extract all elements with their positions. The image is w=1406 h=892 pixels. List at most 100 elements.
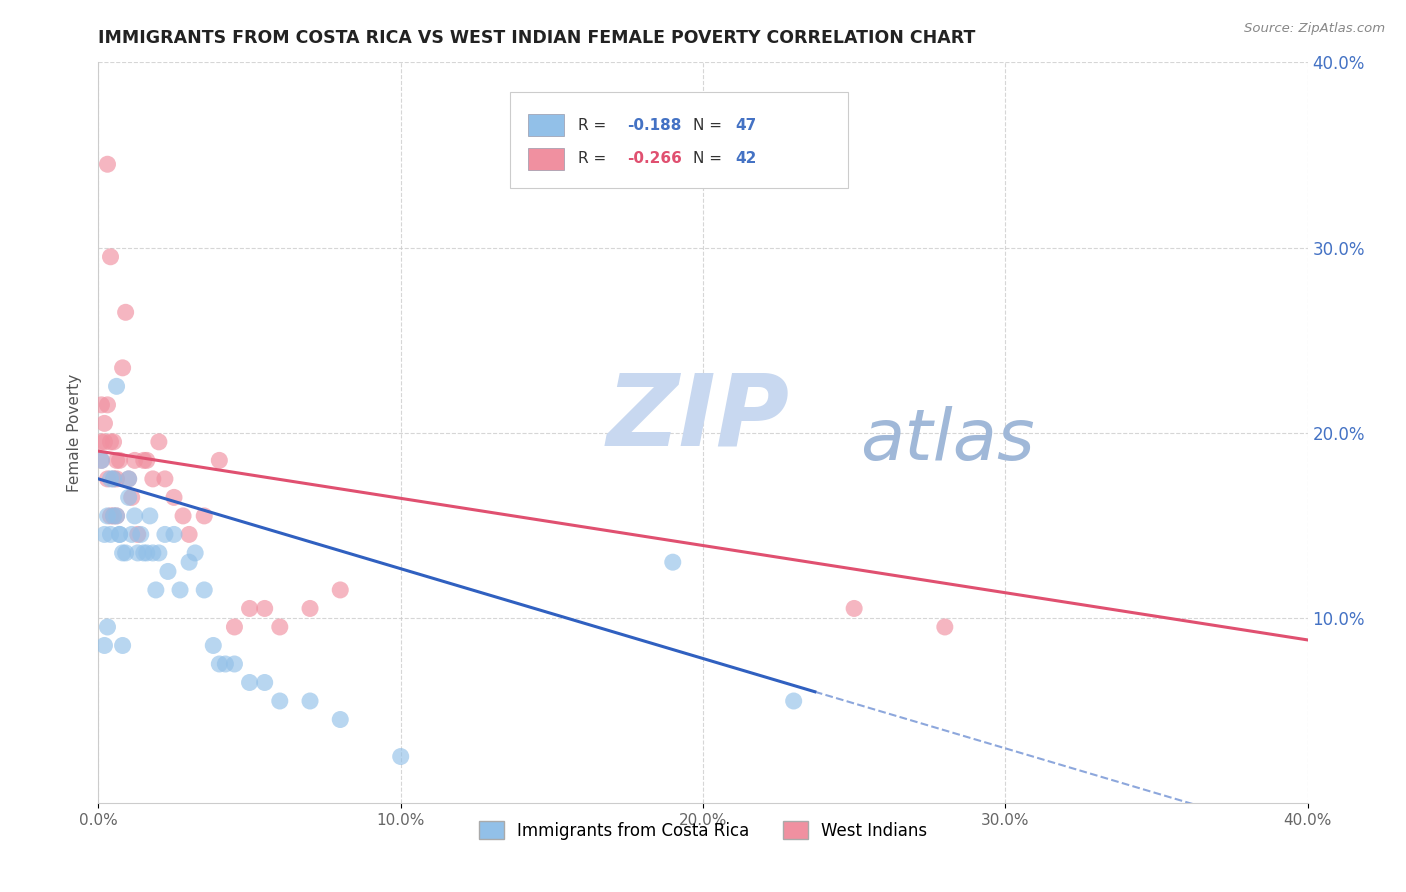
Point <box>269 694 291 708</box>
Point <box>108 527 131 541</box>
Point <box>329 582 352 597</box>
Point <box>142 546 165 560</box>
Point <box>661 555 683 569</box>
Point <box>163 527 186 541</box>
Point <box>139 508 162 523</box>
Point <box>93 434 115 449</box>
Point <box>127 546 149 560</box>
Point <box>103 508 125 523</box>
Point <box>179 527 201 541</box>
Point <box>100 472 122 486</box>
Point <box>118 472 141 486</box>
Text: 47: 47 <box>735 118 756 133</box>
Point <box>96 508 118 523</box>
Point <box>124 508 146 523</box>
Point <box>179 555 201 569</box>
Point <box>783 694 806 708</box>
Text: Source: ZipAtlas.com: Source: ZipAtlas.com <box>1244 22 1385 36</box>
Point <box>100 250 122 264</box>
Point <box>156 565 179 579</box>
Point <box>114 546 136 560</box>
Point <box>153 527 176 541</box>
Point <box>153 472 176 486</box>
Text: ZIP: ZIP <box>606 369 789 467</box>
Point <box>111 360 134 375</box>
Point <box>269 620 291 634</box>
Point <box>108 453 131 467</box>
Point <box>129 527 152 541</box>
Point <box>118 491 141 505</box>
Point <box>103 434 125 449</box>
Point <box>202 639 225 653</box>
Text: 42: 42 <box>735 151 756 166</box>
Point <box>100 527 122 541</box>
Point <box>193 508 215 523</box>
Point <box>111 639 134 653</box>
FancyBboxPatch shape <box>527 114 564 136</box>
Point <box>105 508 128 523</box>
Point <box>163 491 186 505</box>
Point <box>169 582 191 597</box>
Point <box>108 527 131 541</box>
Point <box>111 546 134 560</box>
Point <box>253 675 276 690</box>
Point <box>96 398 118 412</box>
Point <box>96 472 118 486</box>
Point <box>96 157 118 171</box>
Point <box>90 453 112 467</box>
Point <box>142 472 165 486</box>
Point <box>208 453 231 467</box>
Point <box>118 472 141 486</box>
Text: atlas: atlas <box>860 406 1035 475</box>
Point <box>329 713 352 727</box>
Point <box>96 620 118 634</box>
Text: N =: N = <box>693 118 727 133</box>
Text: IMMIGRANTS FROM COSTA RICA VS WEST INDIAN FEMALE POVERTY CORRELATION CHART: IMMIGRANTS FROM COSTA RICA VS WEST INDIA… <box>98 29 976 47</box>
Point <box>148 434 170 449</box>
Text: N =: N = <box>693 151 727 166</box>
Point <box>299 694 322 708</box>
FancyBboxPatch shape <box>527 147 564 169</box>
Point <box>103 508 125 523</box>
Point <box>127 527 149 541</box>
Point <box>135 546 157 560</box>
Point <box>208 657 231 671</box>
Point <box>103 472 125 486</box>
Point <box>105 453 128 467</box>
Point <box>214 657 236 671</box>
Point <box>100 508 122 523</box>
Point <box>100 434 122 449</box>
Text: R =: R = <box>578 118 612 133</box>
Point <box>239 601 262 615</box>
Text: -0.266: -0.266 <box>627 151 682 166</box>
Point <box>105 379 128 393</box>
Point <box>135 453 157 467</box>
Point <box>93 639 115 653</box>
Text: -0.188: -0.188 <box>627 118 681 133</box>
Point <box>93 527 115 541</box>
Point <box>105 472 128 486</box>
Point <box>934 620 956 634</box>
Point <box>105 508 128 523</box>
Point <box>132 546 155 560</box>
Text: R =: R = <box>578 151 612 166</box>
Point <box>114 305 136 319</box>
Point <box>148 546 170 560</box>
Point <box>224 657 246 671</box>
FancyBboxPatch shape <box>509 92 848 188</box>
Point <box>121 491 143 505</box>
Point <box>90 398 112 412</box>
Legend: Immigrants from Costa Rica, West Indians: Immigrants from Costa Rica, West Indians <box>472 814 934 847</box>
Point <box>239 675 262 690</box>
Point <box>90 453 112 467</box>
Point <box>90 434 112 449</box>
Point <box>132 453 155 467</box>
Point <box>389 749 412 764</box>
Point <box>103 472 125 486</box>
Point <box>124 453 146 467</box>
Point <box>172 508 194 523</box>
Point <box>121 527 143 541</box>
Point <box>145 582 167 597</box>
Point <box>93 417 115 431</box>
Point <box>299 601 322 615</box>
